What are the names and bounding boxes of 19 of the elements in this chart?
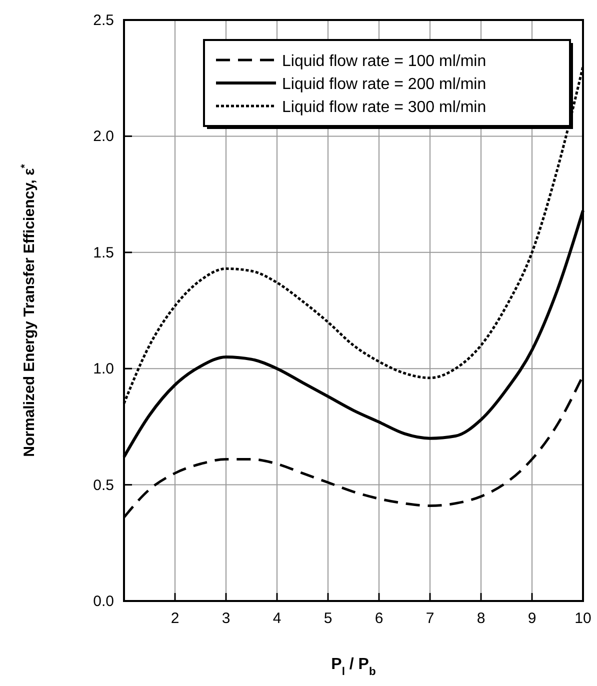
legend-label: Liquid flow rate = 200 ml/min — [282, 76, 486, 93]
legend-label: Liquid flow rate = 100 ml/min — [282, 53, 486, 70]
x-tick-label: 7 — [426, 610, 434, 627]
legend-label: Liquid flow rate = 300 ml/min — [282, 99, 486, 116]
x-tick-label: 5 — [324, 610, 332, 627]
x-tick-label: 8 — [476, 610, 486, 627]
y-tick-label: 0.0 — [93, 593, 114, 610]
y-tick-label: 0.5 — [93, 476, 114, 494]
x-axis-title: P$_{l}$ / P$_{b}$ — [331, 656, 376, 678]
x-tick-label: 4 — [272, 610, 282, 627]
y-tick-label: 1.5 — [93, 244, 114, 262]
x-tick-label: 9 — [528, 610, 536, 627]
x-tick-label: 6 — [374, 610, 384, 627]
x-tick-label: 2 — [170, 610, 180, 627]
y-tick-label: 2.5 — [93, 12, 114, 29]
y-tick-label: 1.0 — [93, 360, 114, 378]
y-tick-label: 2.0 — [93, 128, 114, 146]
x-tick-label: 10 — [574, 610, 592, 627]
x-tick-label: 3 — [222, 610, 230, 627]
